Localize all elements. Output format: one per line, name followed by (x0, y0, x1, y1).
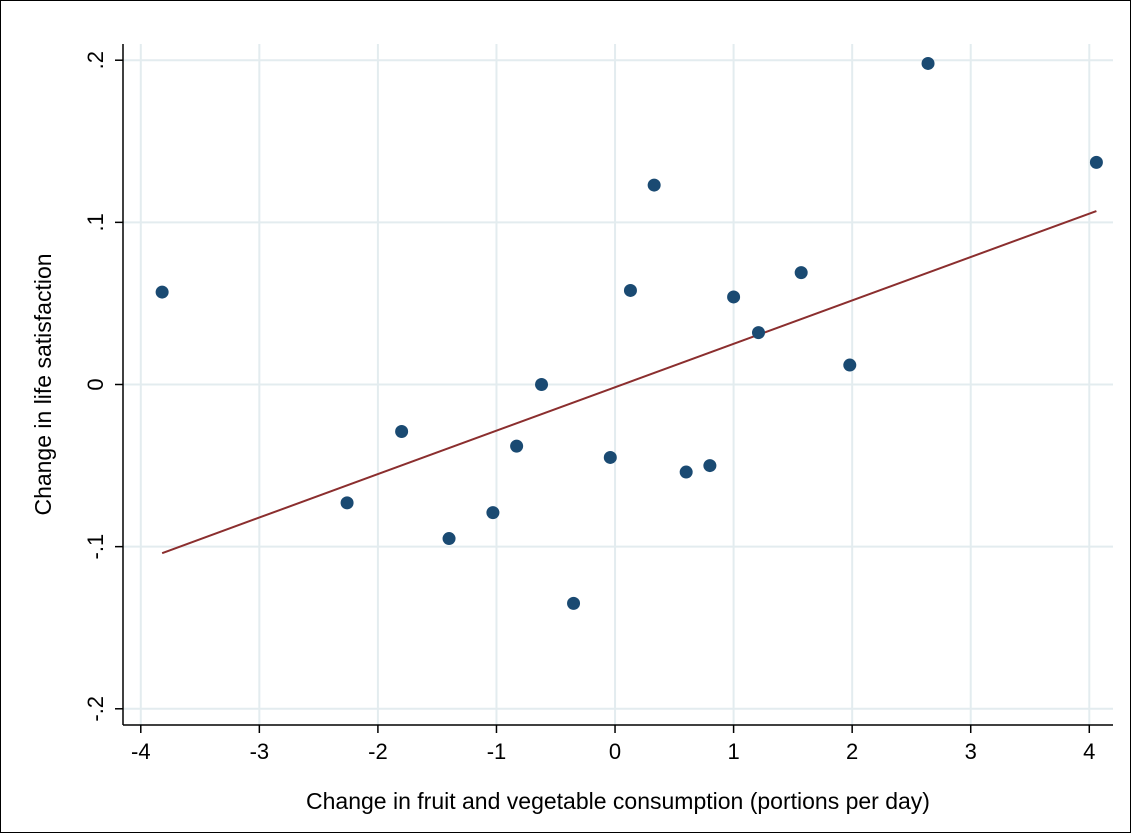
y-axis-ticks: -.2 -.1 0 .1 .2 (83, 51, 123, 722)
x-tick-label: -1 (487, 739, 507, 764)
x-tick-label: 2 (846, 739, 858, 764)
scatter-point (703, 459, 717, 473)
scatter-point (1089, 155, 1103, 169)
scatter-point (647, 178, 661, 192)
scatter-point (623, 283, 637, 297)
y-tick-label: -.2 (83, 696, 108, 722)
scatter-point (442, 532, 456, 546)
scatter-point (727, 290, 741, 304)
scatter-point (794, 266, 808, 280)
x-tick-label: -4 (131, 739, 151, 764)
x-tick-label: -3 (250, 739, 270, 764)
scatter-point (567, 596, 581, 610)
scatter-point (843, 358, 857, 372)
scatter-point (921, 56, 935, 70)
scatter-point (340, 496, 354, 510)
scatter-point (679, 465, 693, 479)
x-tick-label: 4 (1083, 739, 1095, 764)
y-tick-label: -.1 (83, 534, 108, 560)
x-tick-label: -2 (368, 739, 388, 764)
scatter-point (155, 285, 169, 299)
fitted-line (161, 210, 1097, 555)
data-points (155, 56, 1103, 610)
x-tick-label: 3 (965, 739, 977, 764)
x-axis-title: Change in fruit and vegetable consumptio… (306, 788, 930, 814)
x-tick-label: 1 (727, 739, 739, 764)
scatter-point (603, 450, 617, 464)
scatter-point (535, 378, 549, 391)
y-tick-label: .1 (83, 213, 108, 231)
x-tick-label: 0 (609, 739, 621, 764)
scatter-point (751, 326, 765, 340)
scatter-point (395, 425, 409, 439)
y-tick-label: 0 (83, 378, 108, 390)
fit-line-layer (161, 210, 1097, 555)
y-tick-label: .2 (83, 51, 108, 69)
scatter-point (510, 439, 524, 453)
grid-lines (123, 44, 1113, 725)
y-axis-title: Change in life satisfaction (30, 253, 56, 515)
x-axis-ticks: -4 -3 -2 -1 0 1 2 3 4 (131, 725, 1095, 764)
scatter-point (486, 506, 500, 520)
